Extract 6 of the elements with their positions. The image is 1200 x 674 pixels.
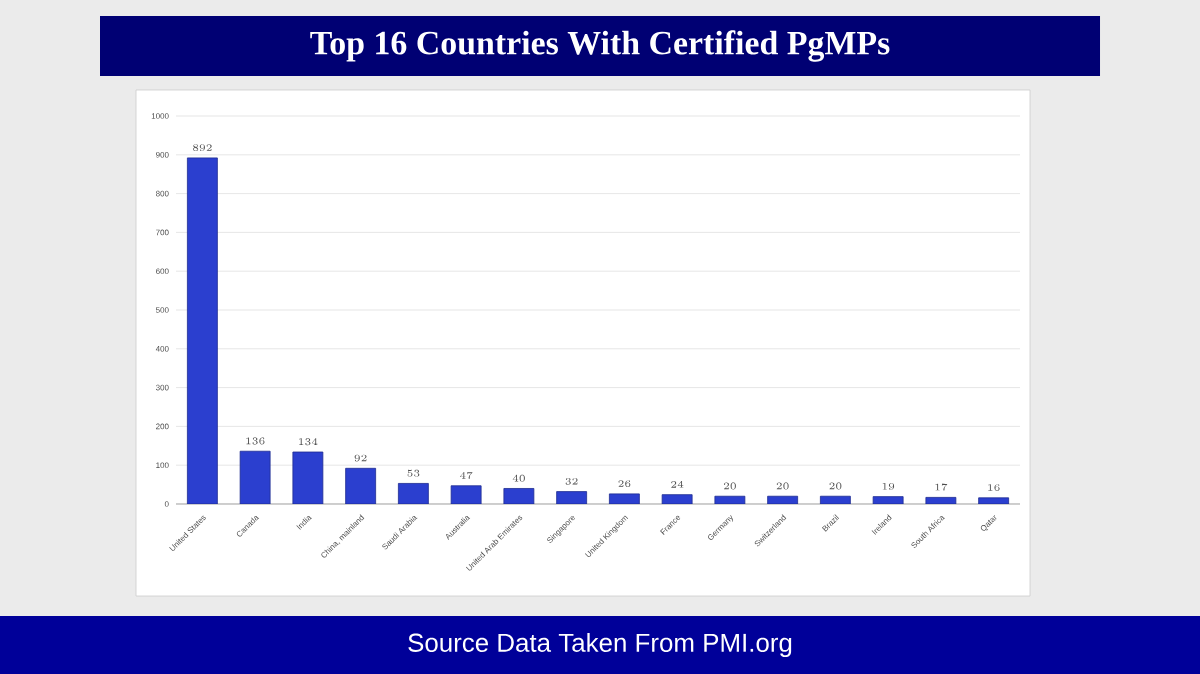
bar [186, 157, 218, 504]
bar [345, 467, 377, 504]
bar [292, 451, 324, 504]
source-note: Source Data Taken From PMI.org [408, 632, 792, 658]
chart-title: Top 16 Countries With Certified PgMPs [310, 30, 890, 62]
bar [239, 450, 271, 504]
